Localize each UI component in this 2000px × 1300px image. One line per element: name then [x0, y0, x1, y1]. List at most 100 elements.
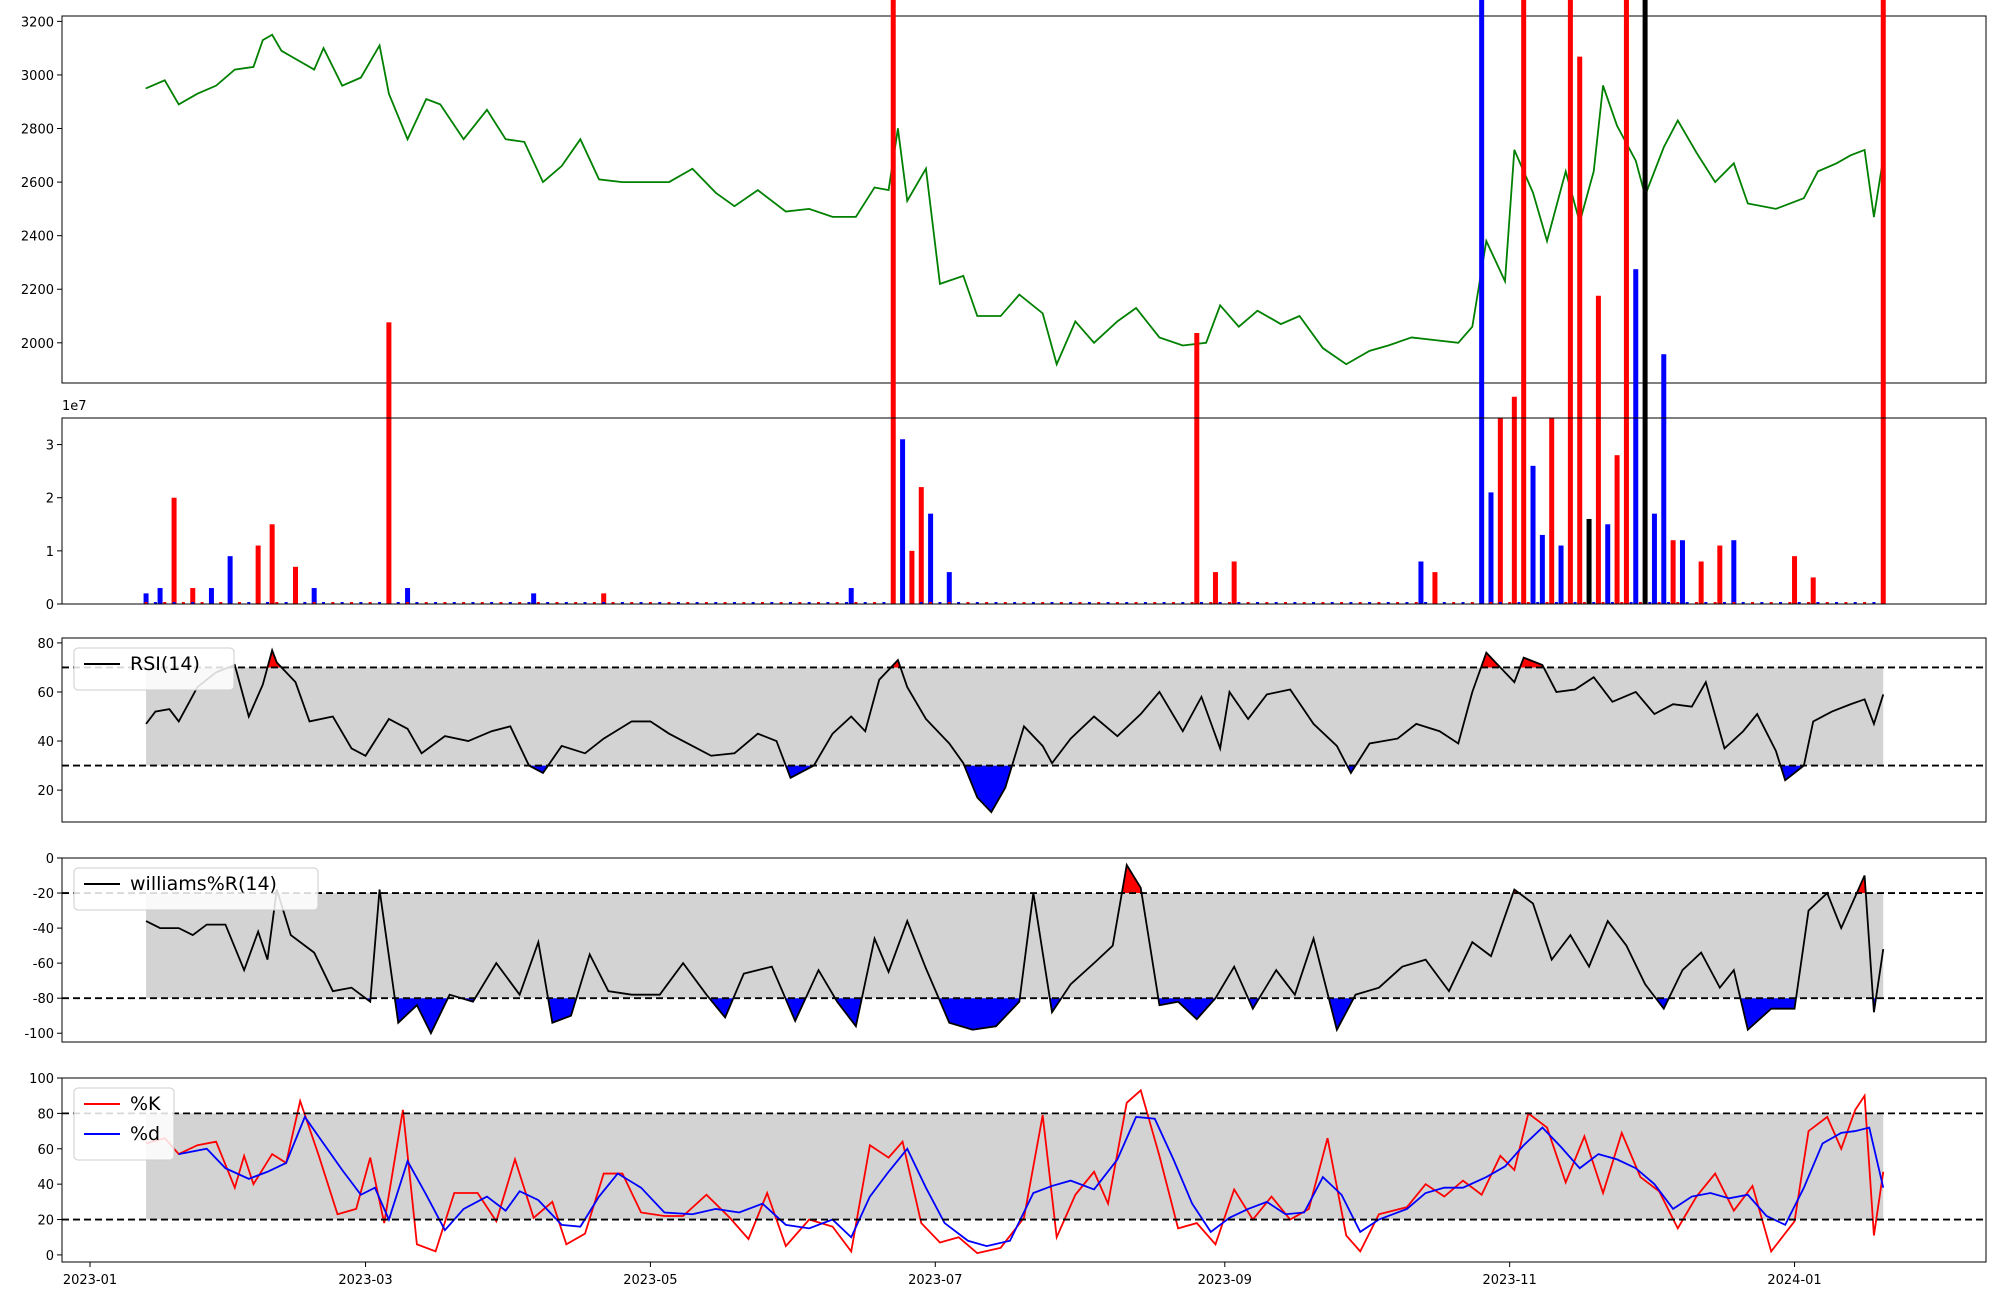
- volume-bar: [1171, 602, 1175, 604]
- volume-bar: [882, 602, 886, 604]
- rsi-line-0: [145, 647, 1885, 814]
- x-tick-label: 2023-05: [623, 1273, 677, 1288]
- price-point: [1616, 125, 1618, 127]
- volume-bar: [434, 602, 438, 604]
- volume-bar: [1698, 561, 1704, 604]
- volume-bar: [1573, 602, 1577, 604]
- volume-bar: [1255, 602, 1259, 604]
- volume-bar: [1676, 602, 1680, 604]
- williams-band: [146, 893, 1884, 999]
- price-point: [1803, 197, 1805, 199]
- volume-bar: [751, 602, 755, 604]
- volume-bar: [1629, 602, 1633, 604]
- rsi-legend: RSI(14): [73, 647, 235, 691]
- volume-bar: [1087, 602, 1091, 604]
- price-point: [1280, 323, 1282, 325]
- volume-bar: [1539, 534, 1545, 604]
- volume-bar: [499, 602, 503, 604]
- price-point: [1471, 326, 1473, 328]
- williams-legend: williams%R(14): [73, 867, 319, 911]
- price-point: [1298, 315, 1301, 317]
- volume-bar: [900, 439, 906, 604]
- volume-bar: [639, 602, 643, 604]
- volume-bar: [1633, 269, 1639, 604]
- volume-bar: [686, 602, 690, 604]
- x-tick-label: 2023-03: [338, 1273, 392, 1288]
- price-point: [906, 200, 908, 202]
- y-tick-label: 0: [46, 1249, 54, 1264]
- legend-label: %d: [130, 1123, 160, 1145]
- volume-bar: [1284, 602, 1288, 604]
- price-point: [341, 85, 343, 87]
- volume-bar: [1508, 602, 1512, 604]
- volume-bar: [1657, 602, 1661, 604]
- volume-bar: [396, 602, 400, 604]
- y-tick-label: 60: [37, 686, 54, 701]
- volume-bar: [172, 602, 176, 604]
- volume-bar: [1731, 540, 1737, 604]
- volume-bar: [190, 588, 196, 604]
- volume-bar: [1554, 602, 1558, 604]
- x-tick-label: 2023-11: [1483, 1273, 1537, 1288]
- price-point: [388, 93, 390, 95]
- volume-bar: [564, 602, 568, 604]
- y-tick-label: 2000: [21, 337, 54, 352]
- price-point: [1056, 363, 1058, 365]
- volume-bar: [303, 602, 307, 604]
- volume-bar: [695, 602, 699, 604]
- volume-bar: [1592, 602, 1596, 604]
- volume-bar: [368, 602, 372, 604]
- price-point: [873, 186, 876, 189]
- volume-bar: [1549, 418, 1555, 604]
- volume-bar: [480, 602, 484, 604]
- volume-bar: [227, 556, 233, 604]
- volume-bar: [269, 524, 275, 604]
- price-point: [1368, 350, 1371, 352]
- y-tick-label: 40: [37, 1178, 54, 1193]
- y-tick-label: 1: [46, 545, 54, 560]
- volume-bar: [191, 602, 195, 604]
- volume-bar: [415, 602, 419, 604]
- volume-bar: [1666, 602, 1670, 604]
- volume-bar: [1432, 572, 1438, 604]
- x-tick-label: 2023-07: [908, 1273, 962, 1288]
- y-tick-label: 2: [46, 492, 54, 507]
- volume-bar: [322, 602, 326, 604]
- volume-bar: [1321, 602, 1325, 604]
- y-tick-label: 2400: [21, 230, 54, 245]
- williams-oversold-fill: [1655, 998, 1669, 1009]
- price-point: [294, 58, 297, 60]
- price-point: [1677, 119, 1679, 122]
- price-point: [925, 168, 927, 170]
- volume-bar: [200, 602, 204, 604]
- volume-bar: [1835, 602, 1839, 604]
- volume-bar: [1218, 602, 1222, 604]
- price-point: [215, 85, 217, 87]
- volume-bar: [873, 602, 877, 604]
- volume-bar: [1722, 602, 1726, 604]
- price-point: [271, 34, 273, 36]
- volume-bar: [1530, 465, 1536, 604]
- price-point: [1042, 312, 1044, 314]
- volume-bar: [255, 545, 261, 604]
- volume-panel: 0 1 2 3 1e7: [46, 0, 1987, 613]
- price-point: [808, 208, 810, 210]
- volume-bar: [807, 602, 811, 604]
- volume-bar: [947, 602, 951, 604]
- volume-bar: [1881, 602, 1885, 604]
- price-point: [1863, 149, 1866, 151]
- volume-bar: [1022, 602, 1026, 604]
- volume-bar: [1405, 602, 1409, 604]
- price-point: [178, 103, 180, 106]
- volume-bar: [863, 602, 867, 604]
- volume-bar: [527, 602, 531, 604]
- price-point: [668, 181, 670, 183]
- volume-bar: [181, 602, 185, 604]
- price-panel: 2000 2200 2400 2600 2800 3000 3200: [21, 15, 1987, 384]
- volume-bar: [1368, 602, 1372, 604]
- volume-bar: [723, 602, 727, 604]
- x-tick-label: 2023-09: [1198, 1273, 1252, 1288]
- volume-bar: [1349, 602, 1353, 604]
- volume-bar: [648, 602, 652, 604]
- price-point: [1219, 304, 1221, 306]
